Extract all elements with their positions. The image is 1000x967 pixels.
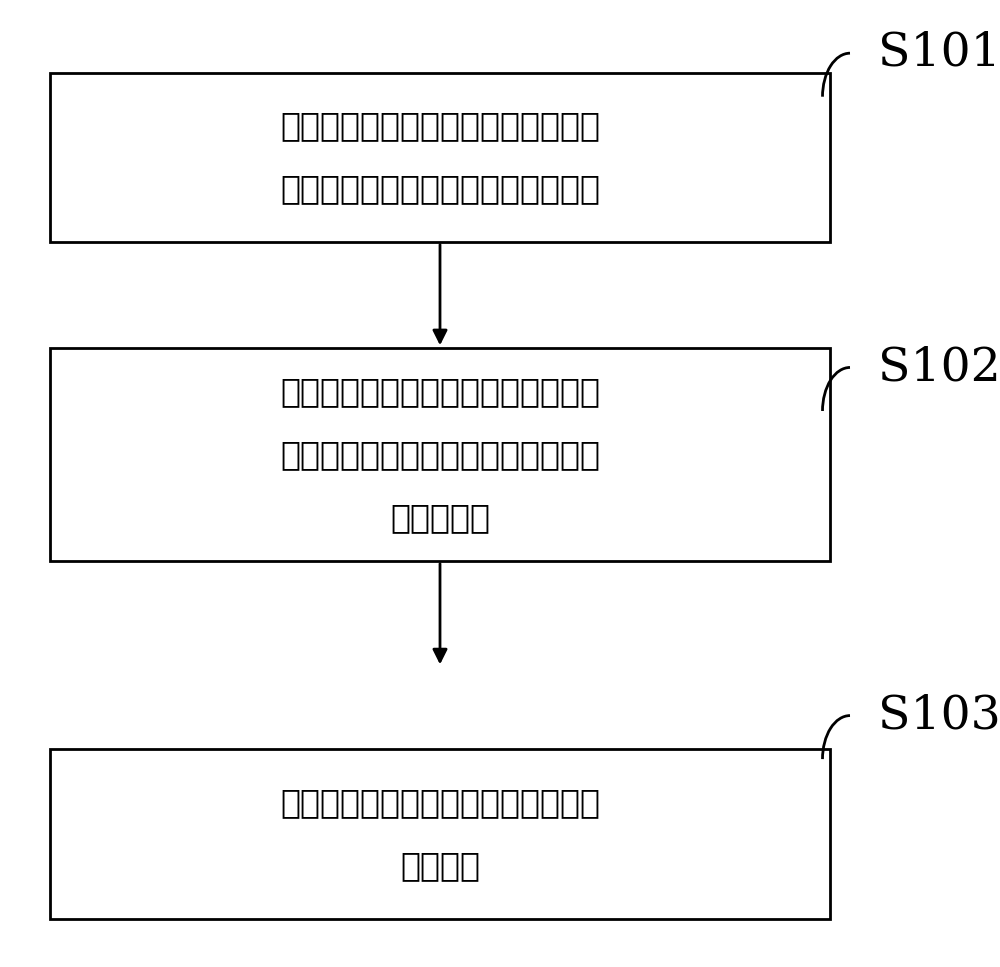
Text: 续航里程: 续航里程 xyxy=(400,849,480,882)
Text: S103: S103 xyxy=(878,693,1000,738)
Text: S102: S102 xyxy=(878,345,1000,390)
Text: 根据行驶阻力损失功率、电机损失功: 根据行驶阻力损失功率、电机损失功 xyxy=(280,375,600,408)
Text: 确定行驶阻力损失功率、电机损失功: 确定行驶阻力损失功率、电机损失功 xyxy=(280,109,600,142)
Bar xyxy=(50,348,830,561)
Bar xyxy=(50,73,830,242)
Text: 得到总能耗: 得到总能耗 xyxy=(390,501,490,534)
Bar xyxy=(50,749,830,919)
Text: 率、电池消耗功率以及能量回收功率: 率、电池消耗功率以及能量回收功率 xyxy=(280,438,600,471)
Text: 根据总能耗和电池总电量，确定剩余: 根据总能耗和电池总电量，确定剩余 xyxy=(280,786,600,819)
Text: S101: S101 xyxy=(878,31,1000,75)
Text: 率、电池消耗功率以及能量回收功率: 率、电池消耗功率以及能量回收功率 xyxy=(280,172,600,205)
